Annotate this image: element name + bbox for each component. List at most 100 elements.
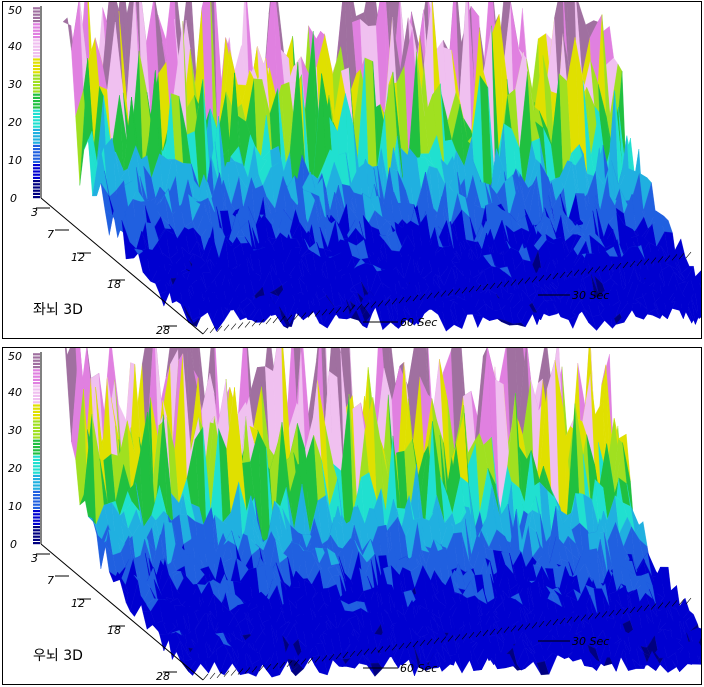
color-scale-step [33, 32, 40, 35]
grid-line [657, 256, 664, 263]
grid-line [545, 273, 552, 281]
color-scale-step [33, 446, 40, 449]
color-scale-step [33, 135, 40, 138]
freq-tick-label: 28 [156, 324, 170, 337]
grid-line [657, 602, 664, 609]
grid-line [671, 254, 678, 261]
grid-line [447, 289, 454, 296]
grid-line [286, 314, 293, 321]
grid-line [258, 319, 265, 326]
grid-line [251, 666, 258, 673]
time-tick-label: 30 Sec [572, 289, 609, 302]
color-scale-step [33, 173, 40, 176]
color-scale-step [33, 452, 40, 455]
grid-line [566, 270, 573, 277]
surface-facet [698, 643, 701, 656]
axes [36, 6, 692, 335]
color-scale-step [33, 484, 40, 487]
z-tick-label: 10 [8, 500, 22, 513]
surface-facet [67, 348, 79, 443]
surface-facet [689, 277, 701, 294]
color-scale-step [33, 503, 40, 506]
grid-line [433, 637, 440, 644]
color-scale-step [33, 116, 40, 119]
grid-line [636, 605, 643, 612]
color-scale-step [33, 478, 40, 481]
grid-line [587, 267, 594, 274]
color-scale-step [33, 183, 40, 186]
surface-facet [695, 646, 701, 665]
color-scale-step [33, 103, 40, 106]
time-tick-label: 60 Sec [400, 662, 437, 675]
grid-line [419, 639, 426, 647]
grid-line [384, 645, 391, 652]
color-scale-step [33, 20, 40, 23]
surface-facet [123, 2, 135, 101]
grid-line [419, 293, 426, 301]
color-scale-step [33, 407, 40, 410]
grid-line [671, 600, 678, 607]
color-scale-step [33, 359, 40, 362]
grid-line [573, 615, 580, 622]
color-scale-step [33, 468, 40, 471]
z-color-scale [33, 353, 40, 545]
surface-facet [697, 279, 701, 288]
grid-line [223, 324, 230, 331]
color-scale-step [33, 462, 40, 465]
color-scale-step [33, 164, 40, 167]
grid-line [426, 638, 433, 645]
grid-line [202, 673, 209, 681]
color-scale-step [33, 458, 40, 461]
color-scale-step [33, 385, 40, 388]
grid-line [601, 611, 608, 618]
grid-line [398, 643, 405, 650]
grid-line [328, 654, 335, 661]
z-tick-label: 0 [10, 538, 17, 551]
color-scale-step [33, 189, 40, 192]
grid-line [650, 603, 657, 610]
color-scale-step [33, 61, 40, 64]
color-scale-step [33, 410, 40, 413]
color-scale-step [33, 167, 40, 170]
color-scale-step [33, 77, 40, 80]
freq-tick-label: 7 [47, 228, 54, 241]
grid-line [608, 610, 615, 617]
color-scale-step [33, 353, 40, 356]
grid-line [643, 258, 650, 265]
color-scale-step [33, 141, 40, 144]
color-scale-step [33, 64, 40, 67]
grid-line [496, 627, 503, 634]
color-scale-step [33, 90, 40, 93]
color-scale-step [33, 362, 40, 365]
color-scale-step [33, 128, 40, 131]
grid-line [664, 255, 671, 262]
color-scale-step [33, 526, 40, 529]
grid-line [608, 264, 615, 271]
surface-facet [695, 308, 701, 325]
color-scale-step [33, 84, 40, 87]
freq-tick-label: 12 [71, 597, 85, 610]
axis-line [40, 543, 204, 681]
freq-tick-label: 12 [71, 251, 85, 264]
freq-tick-label: 3 [31, 552, 38, 565]
grid-line [314, 310, 321, 317]
grid-line [629, 260, 636, 268]
color-scale-step [33, 74, 40, 77]
grid-line [265, 317, 272, 325]
grid-line [391, 298, 398, 305]
grid-line [461, 287, 468, 294]
z-tick-label: 40 [8, 386, 22, 399]
color-scale-step [33, 382, 40, 385]
grid-line [328, 308, 335, 315]
color-scale-step [33, 388, 40, 391]
grid-line [538, 275, 545, 282]
grid-line [202, 327, 209, 335]
grid-line [433, 291, 440, 298]
grid-line [454, 288, 461, 295]
grid-line [482, 283, 489, 291]
grid-line [454, 634, 461, 641]
grid-line [496, 281, 503, 288]
color-scale-step [33, 138, 40, 141]
color-scale-step [33, 68, 40, 71]
grid-line [314, 656, 321, 663]
